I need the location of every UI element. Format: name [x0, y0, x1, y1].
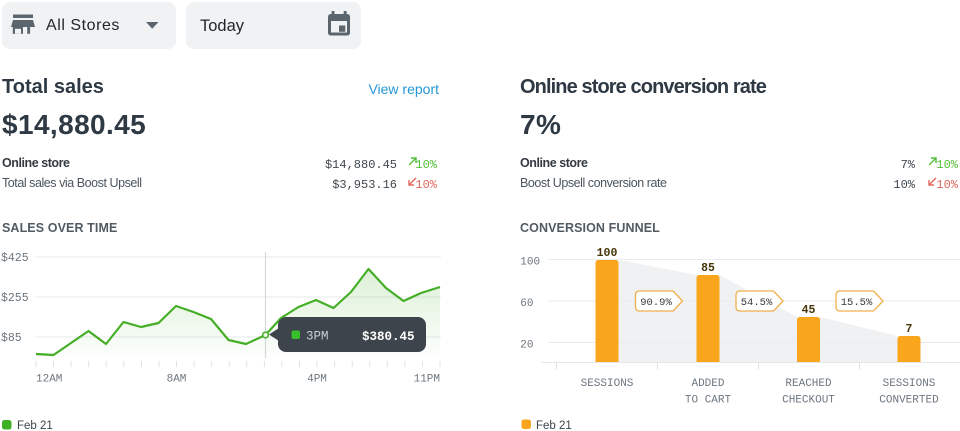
svg-text:CHECKOUT: CHECKOUT	[782, 395, 835, 407]
svg-text:ADDED: ADDED	[691, 378, 724, 390]
svg-text:45: 45	[802, 304, 816, 317]
svg-text:11PM: 11PM	[414, 374, 440, 386]
svg-text:CONVERTED: CONVERTED	[879, 395, 939, 407]
svg-text:12AM: 12AM	[36, 374, 62, 386]
svg-text:TO CART: TO CART	[685, 395, 732, 407]
svg-text:Feb 21: Feb 21	[17, 420, 53, 431]
svg-text:20: 20	[520, 340, 533, 352]
svg-text:85: 85	[701, 262, 715, 275]
svg-text:54.5%: 54.5%	[741, 297, 773, 309]
svg-text:7: 7	[906, 323, 913, 336]
svg-text:90.9%: 90.9%	[640, 297, 672, 309]
svg-text:$255: $255	[1, 292, 29, 305]
svg-text:SESSIONS: SESSIONS	[581, 378, 634, 390]
svg-text:15.5%: 15.5%	[841, 297, 873, 309]
svg-text:4PM: 4PM	[307, 374, 327, 386]
svg-text:REACHED: REACHED	[785, 378, 832, 390]
svg-text:60: 60	[520, 298, 533, 310]
svg-text:100: 100	[597, 247, 618, 260]
svg-text:100: 100	[520, 257, 540, 269]
svg-text:$85: $85	[1, 332, 22, 345]
svg-text:3PM: 3PM	[306, 330, 329, 344]
svg-text:8AM: 8AM	[167, 374, 187, 386]
svg-text:$380.45: $380.45	[362, 330, 415, 344]
svg-text:$425: $425	[1, 252, 29, 265]
svg-text:Feb 21: Feb 21	[536, 420, 572, 431]
svg-text:SESSIONS: SESSIONS	[883, 378, 936, 390]
